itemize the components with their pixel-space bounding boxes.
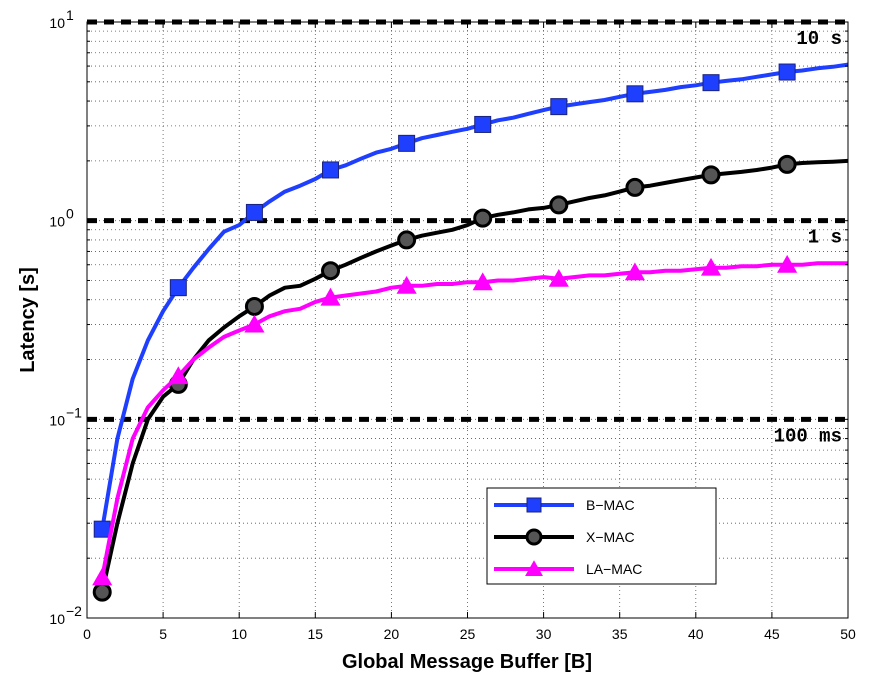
- x-tick-label: 25: [460, 626, 476, 642]
- y-tick-exponent: −1: [66, 404, 82, 420]
- data-point-circle: [321, 261, 341, 281]
- data-point-circle: [525, 528, 543, 546]
- data-point-triangle: [548, 268, 569, 287]
- data-point-triangle: [777, 254, 798, 273]
- x-tick-label: 30: [536, 626, 552, 642]
- y-tick-label: 10: [49, 214, 65, 230]
- reference-line-label: 100 ms: [774, 425, 842, 447]
- data-point-square: [702, 74, 720, 92]
- legend-label: X−MAC: [586, 529, 635, 545]
- x-tick-label: 45: [764, 626, 780, 642]
- data-point-triangle: [168, 366, 189, 385]
- data-point-square: [398, 134, 416, 152]
- data-point-triangle: [320, 287, 341, 306]
- series-triangle: [92, 254, 848, 586]
- legend-item: LA−MAC: [494, 560, 642, 577]
- plot-background: [87, 22, 848, 618]
- series-circle: [92, 154, 849, 602]
- x-tick-label: 10: [231, 626, 247, 642]
- y-tick-label: 10: [49, 412, 65, 428]
- data-point-triangle: [525, 560, 543, 577]
- axis-ticks: [86, 22, 849, 618]
- data-point-square: [550, 98, 568, 116]
- x-tick-label: 15: [308, 626, 324, 642]
- y-tick-label: 10: [49, 15, 65, 31]
- series-line: [100, 261, 848, 578]
- x-tick-label: 20: [384, 626, 400, 642]
- legend: B−MAC X−MAC LA−MAC: [486, 487, 717, 585]
- x-tick-label: 40: [688, 626, 704, 642]
- legend-label: LA−MAC: [586, 561, 642, 577]
- data-point-triangle: [624, 262, 645, 281]
- data-point-triangle: [244, 314, 265, 333]
- data-point-circle: [625, 177, 645, 197]
- x-axis-title: Global Message Buffer [B]: [342, 651, 592, 673]
- data-point-square: [322, 161, 340, 179]
- legend-label: B−MAC: [586, 497, 635, 513]
- reference-line-label: 10 s: [796, 28, 842, 50]
- data-point-triangle: [92, 567, 113, 586]
- data-point-circle: [473, 208, 493, 228]
- data-point-square: [169, 279, 187, 297]
- data-point-square: [245, 203, 263, 221]
- y-axis-title: Latency [s]: [17, 267, 39, 373]
- y-tick-label: 10: [49, 611, 65, 627]
- data-point-circle: [549, 195, 569, 215]
- data-point-circle: [701, 165, 721, 185]
- data-point-square: [778, 63, 796, 81]
- data-point-square: [474, 115, 492, 133]
- y-tick-exponent: 0: [66, 206, 74, 222]
- data-point-square: [526, 497, 542, 513]
- data-point-circle: [92, 582, 112, 602]
- data-point-circle: [777, 154, 797, 174]
- series-lines: [92, 62, 849, 602]
- x-tick-label: 0: [83, 626, 91, 642]
- data-point-triangle: [396, 275, 417, 294]
- data-point-triangle: [700, 257, 722, 276]
- data-point-circle: [397, 230, 417, 250]
- data-point-circle: [244, 296, 264, 316]
- x-tick-label: 50: [840, 626, 856, 642]
- data-point-square: [93, 520, 111, 538]
- legend-item: B−MAC: [494, 497, 635, 513]
- data-point-square: [626, 85, 644, 103]
- reference-line-label: 1 s: [808, 227, 842, 249]
- data-point-triangle: [472, 272, 493, 291]
- y-tick-exponent: −2: [66, 603, 82, 619]
- y-tick-exponent: 1: [66, 7, 74, 23]
- x-tick-label: 5: [159, 626, 167, 642]
- legend-items: B−MAC X−MAC LA−MAC: [494, 497, 642, 577]
- x-tick-label: 35: [612, 626, 628, 642]
- legend-item: X−MAC: [494, 528, 635, 546]
